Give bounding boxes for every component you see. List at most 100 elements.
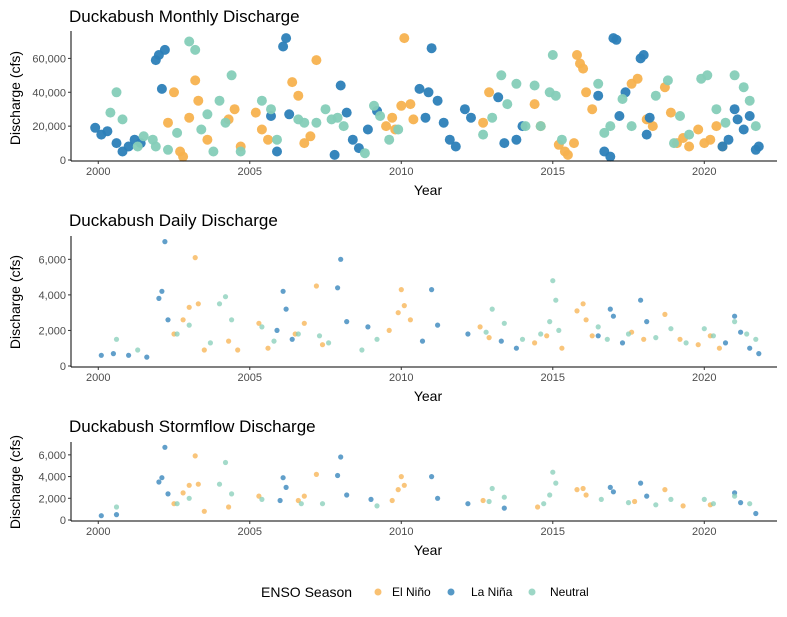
data-point (319, 501, 326, 507)
series-el-ni-o (163, 33, 728, 162)
series-neutral (105, 36, 761, 159)
data-point (614, 111, 625, 121)
legend-item-neutral: Neutral (528, 585, 589, 599)
data-point (159, 475, 165, 481)
data-point (607, 306, 613, 312)
data-point (195, 481, 201, 487)
data-point (105, 107, 116, 118)
data-point (395, 487, 401, 493)
data-point (393, 124, 404, 135)
data-point (550, 278, 556, 284)
data-point (732, 319, 738, 325)
data-point (389, 497, 395, 504)
data-point (283, 306, 289, 312)
data-point (619, 340, 626, 346)
x-tick-label: 2010 (389, 166, 413, 178)
data-point (574, 487, 580, 493)
data-point (256, 320, 262, 326)
data-point (226, 70, 237, 81)
data-point (295, 331, 301, 337)
x-tick-label: 2020 (692, 372, 716, 384)
data-point (547, 492, 553, 498)
data-point (553, 297, 559, 303)
data-point (489, 485, 495, 492)
x-tick-label: 2020 (692, 526, 716, 538)
data-point (174, 501, 180, 507)
data-point (117, 114, 128, 125)
data-point (362, 124, 373, 135)
data-point (547, 50, 558, 60)
y-tick-label: 2,000 (38, 493, 66, 505)
data-point (641, 336, 647, 342)
data-point (626, 121, 637, 132)
data-point (438, 117, 449, 128)
data-point (398, 287, 404, 293)
panel-1: Duckabush Monthly Discharge Discharge (cf… (7, 7, 777, 198)
data-point (335, 285, 341, 291)
x-axis-title: Year (414, 182, 443, 198)
x-tick-label: 2005 (238, 372, 262, 384)
data-point (511, 134, 522, 145)
data-point (423, 87, 434, 98)
data-point (710, 501, 717, 507)
data-point (483, 329, 489, 335)
series-el-ni-o (171, 453, 713, 514)
data-point (610, 313, 617, 319)
panel-title: Duckabush Monthly Discharge (69, 7, 300, 26)
data-point (347, 134, 358, 145)
data-point (583, 317, 589, 323)
data-point (450, 141, 461, 152)
series-el-ni-o (171, 255, 723, 353)
data-point (465, 501, 471, 507)
data-point (747, 345, 753, 351)
data-point (444, 134, 455, 145)
data-point (732, 313, 738, 319)
x-axis-title: Year (414, 388, 443, 404)
data-point (753, 510, 759, 517)
data-point (414, 83, 425, 94)
data-point (569, 138, 579, 149)
x-tick-label: 2000 (86, 372, 110, 384)
data-point (644, 493, 650, 499)
data-point (229, 317, 235, 323)
data-point (589, 333, 595, 339)
data-point (538, 331, 544, 337)
data-point (647, 121, 658, 132)
data-point (277, 497, 283, 504)
data-point (192, 255, 198, 261)
data-point (605, 121, 616, 132)
data-point (429, 474, 435, 480)
data-point (729, 70, 740, 81)
data-point (484, 87, 495, 98)
data-point (180, 490, 186, 496)
panel-2: Duckabush Daily Discharge Discharge (cfs)… (7, 211, 777, 404)
data-point (190, 75, 201, 86)
data-point (580, 301, 586, 307)
data-point (705, 134, 716, 145)
x-tick-label: 2010 (389, 372, 413, 384)
y-tick-label: 0 (60, 155, 66, 167)
data-point (693, 124, 704, 135)
y-tick-label: 6,000 (38, 450, 66, 462)
data-point (547, 319, 553, 325)
data-point (593, 78, 604, 89)
data-point (717, 141, 728, 152)
data-point (338, 121, 349, 132)
data-point (156, 83, 167, 94)
data-point (711, 104, 722, 115)
data-point (165, 317, 171, 323)
data-point (135, 347, 141, 353)
data-point (102, 126, 113, 137)
data-point (256, 124, 267, 135)
data-point (256, 95, 267, 106)
data-point (298, 501, 304, 507)
data-point (499, 138, 510, 149)
data-point (744, 95, 755, 106)
data-point (486, 498, 492, 505)
data-point (489, 306, 495, 312)
x-tick-label: 2000 (86, 166, 110, 178)
data-point (572, 50, 582, 60)
data-point (501, 494, 507, 500)
data-point (305, 131, 316, 142)
data-point (559, 345, 565, 351)
